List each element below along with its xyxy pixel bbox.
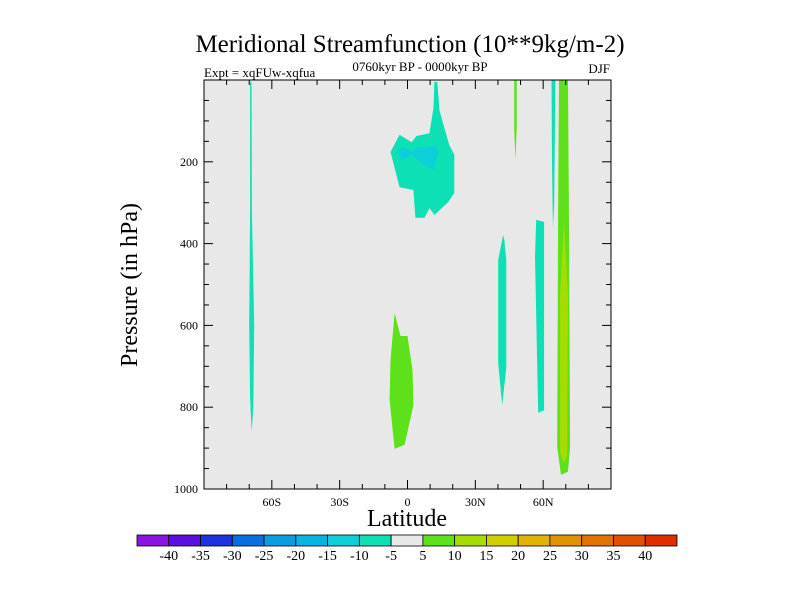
- colorbar-swatch: [263, 534, 297, 547]
- colorbar-label: -35: [191, 549, 210, 564]
- colorbar-swatch: [168, 534, 201, 547]
- colorbar-label: 25: [543, 549, 557, 564]
- left-subtitle: Expt = xqFUw-xqfua: [204, 65, 316, 80]
- colorbar-label: -30: [223, 549, 242, 564]
- colorbar-swatch: [231, 534, 265, 547]
- colorbar-swatch: [200, 534, 233, 547]
- colorbar-swatch: [295, 534, 328, 547]
- contour-region-sh-polar-negative: [249, 82, 255, 432]
- colorbar-label: 40: [638, 549, 652, 564]
- colorbar-swatch: [613, 534, 646, 547]
- contour-region-nh-69n-core: [560, 219, 568, 463]
- right-subtitle: DJF: [588, 61, 610, 76]
- colorbar-swatch: [644, 534, 678, 547]
- colorbar-swatch: [486, 534, 519, 547]
- colorbar-label: 35: [606, 549, 620, 564]
- x-tick-label: 30S: [330, 495, 349, 509]
- colorbar-label: -20: [286, 549, 305, 564]
- colorbar-label: -40: [159, 549, 178, 564]
- contour-region-upper-tropical-core: [397, 145, 439, 170]
- colorbar-label: -10: [350, 549, 369, 564]
- chart-title: Meridional Streamfunction (10**9kg/m-2): [195, 31, 624, 58]
- contour-region-nh-47n-positive: [514, 80, 517, 160]
- contour-region-nh-40n-negative: [498, 235, 507, 406]
- x-tick-label: 60S: [262, 495, 281, 509]
- colorbar-swatch: [454, 534, 487, 547]
- colorbar-swatch: [581, 534, 614, 547]
- y-tick-label: 600: [180, 318, 198, 332]
- colorbar-label: -25: [255, 549, 274, 564]
- x-tick-label: 0: [405, 495, 411, 509]
- y-tick-label: 400: [180, 237, 198, 251]
- colorbar-swatch: [549, 534, 583, 547]
- colorbar-swatch: [358, 534, 392, 547]
- contour-region-lower-tropical-positive: [389, 313, 414, 449]
- colorbar: -40 -35 -30 -25 -20 -15 -10 -5 5 10 15 20 25 30 35 40: [136, 534, 678, 564]
- colorbar-swatch: [390, 534, 424, 547]
- colorbar-swatch: [422, 534, 456, 547]
- colorbar-label: 10: [448, 549, 462, 564]
- y-tick-label: 200: [180, 155, 198, 169]
- colorbar-label: 20: [511, 549, 525, 564]
- x-axis-label: Latitude: [367, 506, 447, 532]
- colorbar-label: 30: [575, 549, 589, 564]
- contour-region-nh-64n-negative: [551, 80, 556, 229]
- center-subtitle: 0760kyr BP - 0000kyr BP: [352, 59, 487, 74]
- colorbar-swatch: [136, 534, 170, 547]
- y-axis-label: Pressure (in hPa): [117, 203, 143, 367]
- x-tick-label: 30N: [465, 495, 486, 509]
- colorbar-swatch: [517, 534, 551, 547]
- x-tick-label: 60N: [533, 495, 554, 509]
- contour-regions: [249, 80, 571, 475]
- y-tick-label: 800: [180, 400, 198, 414]
- y-tick-label: 1000: [174, 482, 198, 496]
- colorbar-label: -15: [318, 549, 337, 564]
- contour-region-nh-57n-negative: [535, 219, 545, 413]
- colorbar-label: 5: [419, 549, 426, 564]
- colorbar-label: -5: [385, 549, 397, 564]
- colorbar-label: 15: [479, 549, 493, 564]
- colorbar-swatch: [327, 534, 360, 547]
- axis-ticks: 60S 30S 0 30N 60N 200 400 600 800 1000: [174, 80, 611, 509]
